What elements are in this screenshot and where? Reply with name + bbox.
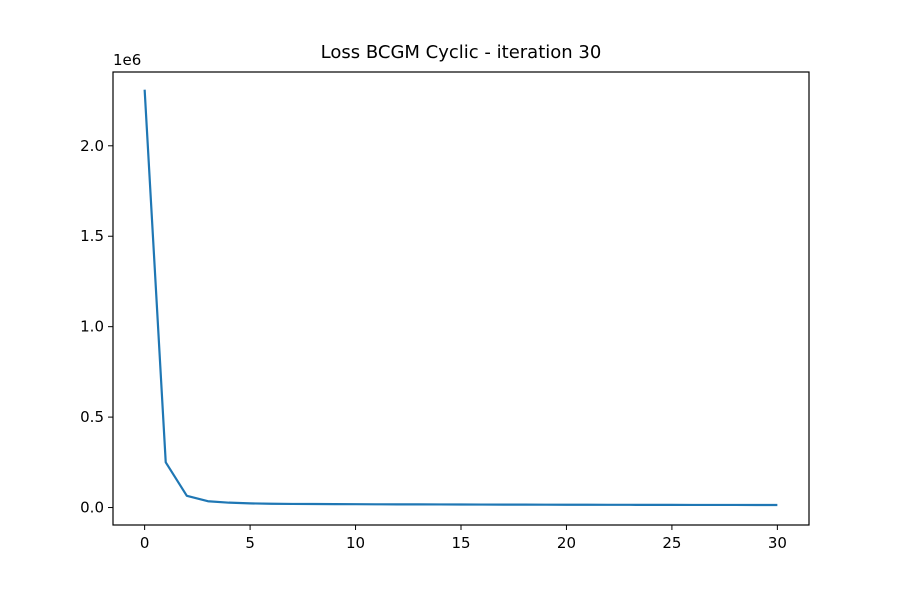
x-tick-label: 20 [557,534,576,552]
y-axis: 0.0 0.5 1.0 1.5 2.0 [80,137,113,517]
y-offset-label: 1e6 [113,51,141,69]
x-tick-label: 15 [451,534,470,552]
y-tick-label: 0.5 [80,408,104,426]
x-tick-label: 5 [245,534,255,552]
series-layer [143,89,778,507]
y-tick-label: 1.5 [80,227,104,245]
chart-title: Loss BCGM Cyclic - iteration 30 [321,42,602,63]
y-tick-label: 1.0 [80,318,104,336]
x-tick-label: 0 [140,534,150,552]
x-axis: 0 5 10 15 20 25 30 [140,525,787,552]
loss-series-line [143,89,778,507]
x-tick-label: 25 [662,534,681,552]
plot-area [113,72,809,525]
plot-frame [112,71,810,526]
y-tick-label: 2.0 [80,137,104,155]
x-tick-label: 10 [346,534,365,552]
x-tick-label: 30 [768,534,787,552]
y-tick-label: 0.0 [80,499,104,517]
